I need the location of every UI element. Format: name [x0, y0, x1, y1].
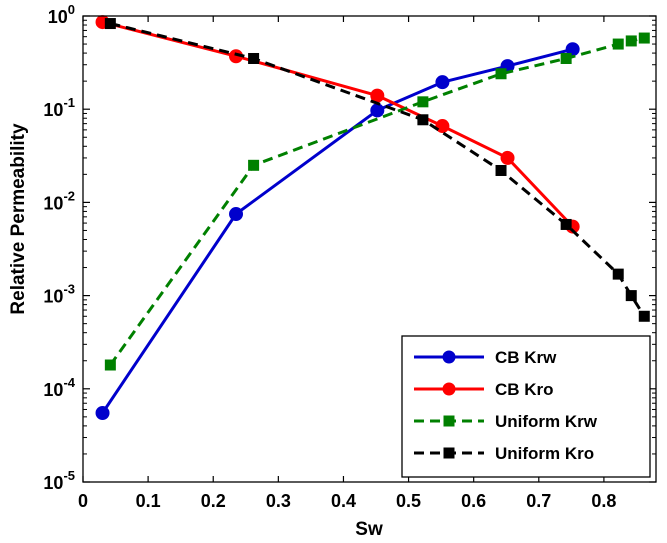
- y-tick-label: 10-4: [43, 375, 75, 400]
- legend-label: CB Kro: [495, 380, 554, 399]
- legend-marker: [443, 415, 455, 427]
- data-point: [560, 52, 572, 64]
- data-point: [612, 38, 624, 50]
- data-point: [248, 52, 260, 64]
- data-point: [500, 150, 515, 165]
- data-point: [560, 218, 572, 230]
- data-point: [104, 359, 116, 371]
- x-tick-label: 0.8: [591, 491, 616, 511]
- y-tick-label: 10-3: [43, 282, 75, 307]
- data-point: [625, 290, 637, 302]
- x-tick-label: 0.1: [136, 491, 161, 511]
- legend-label: Uniform Kro: [495, 444, 594, 463]
- legend: CB Krw CB Kro Uniform Krw Uniform Kro: [401, 335, 651, 478]
- plot-frame: [82, 15, 657, 483]
- y-tick-label: 10-2: [43, 188, 75, 213]
- y-tick-label: 10-1: [43, 95, 75, 120]
- data-point: [435, 119, 450, 134]
- x-tick-label: 0.4: [331, 491, 356, 511]
- data-point: [638, 310, 650, 322]
- series-line: [101, 47, 574, 414]
- data-point: [370, 103, 385, 118]
- y-tick-label: 100: [48, 2, 75, 27]
- data-point: [95, 405, 110, 420]
- data-point: [229, 207, 244, 222]
- x-tick-label: 0.2: [201, 491, 226, 511]
- data-point: [417, 96, 429, 108]
- data-point: [495, 164, 507, 176]
- axes-layer: 0 0.1 0.2 0.3 0.4 0.5 0.6 0.7 0.8 100 10-1 10-2 10-3…: [43, 2, 657, 511]
- legend-marker: [442, 350, 456, 364]
- series-layer: [95, 15, 650, 420]
- legend-label: CB Krw: [495, 348, 557, 367]
- x-tick-label: 0.7: [526, 491, 551, 511]
- x-tick-label: 0.5: [396, 491, 421, 511]
- x-tick-label: 0.3: [266, 491, 291, 511]
- series-line: [102, 20, 574, 228]
- legend-marker: [442, 382, 456, 396]
- data-point: [638, 32, 650, 44]
- data-point: [612, 268, 624, 280]
- data-point: [625, 35, 637, 47]
- x-tick-label: 0.6: [461, 491, 486, 511]
- y-tick-label: 10-5: [43, 468, 75, 493]
- legend-label: Uniform Krw: [495, 412, 598, 431]
- x-tick-label: 0: [78, 491, 88, 511]
- data-point: [417, 114, 429, 126]
- data-point: [495, 68, 507, 80]
- legend-marker: [443, 447, 455, 459]
- data-point: [435, 75, 450, 90]
- x-axis-title: Sw: [355, 519, 383, 540]
- y-axis-title: Relative Permeability: [8, 123, 29, 315]
- data-point: [104, 18, 116, 30]
- data-point: [248, 159, 260, 171]
